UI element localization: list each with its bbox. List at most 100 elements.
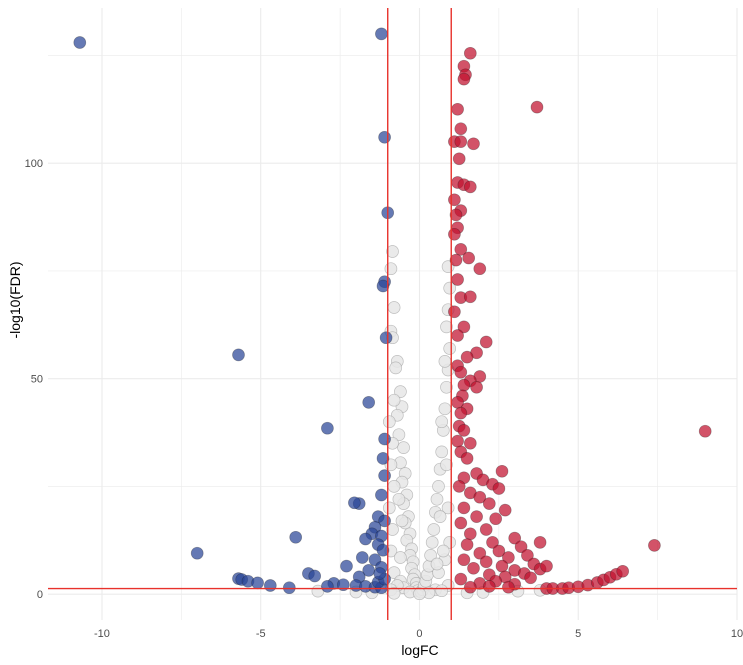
point-down — [378, 130, 391, 144]
point-up — [454, 516, 468, 530]
point-up — [540, 559, 553, 573]
threshold-lines — [48, 8, 737, 620]
point-down — [308, 569, 322, 583]
point-not-significant — [386, 245, 399, 258]
point-not-significant — [413, 587, 426, 601]
point-up — [463, 290, 477, 304]
point-up — [492, 482, 506, 495]
point-down — [289, 530, 303, 544]
point-up — [457, 320, 471, 334]
point-not-significant — [392, 492, 406, 506]
point-down — [348, 496, 361, 510]
x-tick-label: 5 — [575, 628, 581, 640]
point-up — [463, 580, 477, 594]
point-down — [375, 27, 388, 41]
point-down — [282, 581, 296, 595]
point-up — [454, 135, 468, 148]
point-down — [379, 331, 393, 345]
point-up — [502, 551, 515, 564]
point-up — [448, 227, 461, 241]
point-up — [451, 434, 464, 448]
point-down — [376, 543, 390, 557]
point-not-significant — [443, 536, 457, 549]
point-up — [448, 193, 461, 207]
point-up — [457, 378, 471, 392]
point-up — [454, 572, 468, 586]
data-points — [73, 27, 712, 601]
point-up — [473, 546, 487, 560]
point-up — [457, 553, 471, 567]
point-not-significant — [440, 320, 453, 334]
x-tick-label: 0 — [416, 628, 422, 640]
point-down — [375, 488, 388, 502]
point-down — [340, 559, 353, 573]
point-down — [321, 580, 334, 593]
point-down — [251, 576, 264, 590]
point-up — [467, 137, 480, 151]
point-not-significant — [435, 415, 449, 429]
x-tick-label: -5 — [256, 628, 266, 640]
point-not-significant — [440, 380, 453, 394]
point-not-significant — [387, 480, 401, 493]
point-up — [495, 464, 509, 478]
point-up — [460, 538, 474, 551]
point-up — [473, 262, 487, 276]
x-tick-label: -10 — [94, 628, 110, 640]
point-not-significant — [440, 458, 453, 472]
point-up — [492, 544, 506, 558]
point-down — [232, 348, 245, 362]
point-down — [378, 432, 391, 446]
point-not-significant — [386, 523, 399, 536]
point-down — [336, 578, 350, 592]
point-up — [498, 503, 512, 517]
x-axis-title: logFC — [401, 642, 438, 658]
point-up — [470, 510, 483, 523]
point-up — [473, 490, 487, 504]
point-not-significant — [424, 549, 437, 562]
point-not-significant — [436, 544, 450, 558]
point-up — [452, 152, 466, 166]
point-up — [479, 335, 493, 349]
point-up — [457, 424, 471, 437]
point-not-significant — [435, 445, 449, 459]
point-up — [460, 350, 474, 364]
point-up — [698, 424, 712, 438]
point-not-significant — [397, 441, 410, 454]
point-up — [457, 501, 471, 515]
point-up — [451, 102, 464, 116]
point-up — [467, 561, 480, 575]
point-up — [463, 46, 477, 60]
point-up — [508, 531, 522, 545]
x-tick-label: 10 — [731, 628, 743, 640]
point-not-significant — [389, 361, 403, 375]
point-up — [460, 452, 474, 465]
point-up — [470, 380, 483, 394]
point-up — [454, 122, 468, 136]
point-up — [486, 536, 499, 549]
point-not-significant — [395, 514, 409, 528]
point-up — [482, 580, 496, 593]
point-down — [376, 452, 390, 465]
point-down — [263, 579, 277, 592]
point-up — [479, 523, 493, 536]
point-not-significant — [438, 402, 452, 416]
point-down — [321, 421, 334, 435]
point-not-significant — [430, 492, 444, 506]
point-not-significant — [387, 301, 401, 314]
point-not-significant — [435, 584, 449, 598]
point-up — [454, 365, 468, 379]
point-not-significant — [392, 428, 406, 442]
point-up — [463, 527, 477, 541]
point-not-significant — [384, 262, 398, 276]
x-tick-labels: -10 -5 0 5 10 — [94, 628, 743, 640]
point-down — [359, 532, 372, 546]
point-down — [73, 36, 87, 49]
point-down — [362, 396, 376, 409]
point-up — [462, 251, 476, 265]
y-axis-title: -log10(FDR) — [7, 261, 23, 338]
point-not-significant — [425, 536, 439, 549]
point-not-significant — [387, 393, 401, 407]
point-up — [521, 549, 534, 562]
